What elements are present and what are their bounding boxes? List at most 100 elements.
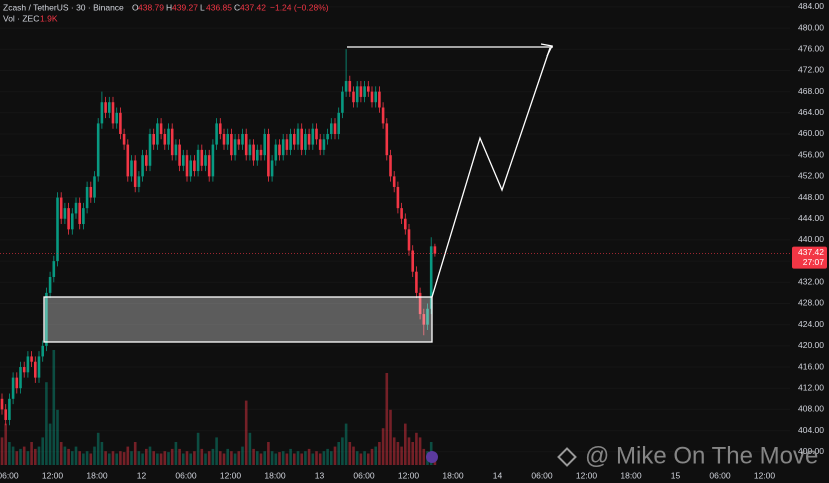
y-tick-label: 408.00: [798, 404, 824, 414]
x-tick-label: 15: [671, 470, 681, 480]
candle-body: [207, 155, 211, 177]
volume-bar: [311, 453, 315, 465]
candle-body: [378, 91, 381, 108]
volume-bar: [300, 453, 303, 465]
volume-bar: [82, 453, 85, 465]
candle-body: [318, 139, 322, 150]
volume-bar: [152, 451, 155, 465]
volume-bar: [111, 451, 115, 465]
legend-value: 436.85: [206, 2, 232, 12]
volume-bar: [126, 446, 130, 465]
candle-body: [163, 133, 167, 145]
candle-body: [100, 102, 104, 124]
volume-bar: [233, 453, 237, 465]
y-tick-label: 428.00: [798, 298, 824, 308]
candle-body: [352, 91, 355, 103]
x-tick-label: 18:00: [620, 470, 642, 480]
volume-bar: [396, 442, 400, 465]
volume-bar: [22, 446, 26, 465]
candle-body: [189, 160, 192, 177]
candle-body: [411, 250, 414, 272]
candle-body: [167, 128, 170, 145]
volume-bar: [304, 451, 307, 465]
candle-body: [370, 91, 374, 103]
candle-body: [219, 123, 222, 134]
volume-bar: [359, 453, 363, 465]
volume-bar: [215, 437, 218, 465]
volume-bar: [45, 382, 48, 465]
candle-body: [211, 144, 215, 177]
volume-last: 1.9K: [40, 13, 58, 23]
volume-bar: [189, 453, 192, 465]
volume-bar: [367, 453, 370, 465]
x-tick-label: 06:00: [353, 470, 375, 480]
candle-body: [322, 139, 326, 150]
volume-bar: [67, 448, 70, 465]
volume-bar: [285, 453, 289, 465]
candle-layer: [0, 49, 437, 426]
volume-bar: [219, 451, 222, 465]
volume-bar: [93, 446, 96, 465]
y-tick-label: 400.00: [798, 446, 824, 456]
candle-body: [63, 208, 67, 219]
candle-body: [215, 123, 218, 145]
volume-bar: [85, 451, 89, 465]
candle-body: [278, 144, 281, 156]
candle-body: [141, 155, 144, 177]
candle-body: [226, 133, 229, 145]
candle-body: [426, 308, 429, 325]
volume-bar: [11, 446, 15, 465]
candle-body: [85, 186, 89, 209]
volume-bar: [141, 453, 144, 465]
volume-bar: [422, 448, 426, 465]
logo-diamond: [557, 447, 577, 467]
volume-bar: [207, 451, 211, 465]
volume-bar: [344, 423, 348, 465]
legend-change: −1.24 (−0.28%): [270, 2, 329, 12]
x-tick-label: 12:00: [576, 470, 598, 480]
volume-bar: [200, 448, 204, 465]
candle-body: [315, 128, 318, 140]
volume-bar: [318, 453, 322, 465]
y-tick-label: 416.00: [798, 361, 824, 371]
legend-key: O: [132, 2, 139, 12]
candle-body: [348, 81, 352, 92]
y-tick-label: 448.00: [798, 192, 824, 202]
candle-body: [407, 229, 411, 251]
candle-body: [385, 123, 389, 156]
volume-bar: [156, 453, 159, 465]
volume-bar: [193, 451, 196, 465]
volume-bar: [322, 451, 326, 465]
candle-body: [404, 218, 407, 230]
volume-bar: [289, 448, 292, 465]
candle-body: [274, 144, 278, 161]
volume-bar: [56, 409, 59, 465]
volume-bar: [237, 451, 241, 465]
candle-body: [281, 139, 285, 156]
candle-body: [200, 149, 204, 166]
candle-body: [170, 128, 174, 156]
event-icon: [426, 451, 438, 463]
candle-body: [34, 361, 37, 378]
volume-bar: [96, 432, 100, 465]
candle-body: [108, 102, 111, 113]
candle-body: [130, 160, 133, 177]
candle-body: [233, 139, 237, 156]
volume-bar: [108, 453, 111, 465]
candle-body: [244, 133, 248, 156]
candle-body: [256, 149, 259, 161]
volume-bar: [296, 451, 300, 465]
candle-body: [359, 86, 363, 97]
candle-body: [330, 123, 333, 134]
volume-bar: [293, 453, 296, 465]
y-tick-label: 476.00: [798, 44, 824, 54]
candle-body: [429, 246, 433, 309]
volume-bar: [34, 448, 37, 465]
volume-bar: [404, 423, 407, 465]
candle-body: [337, 112, 340, 134]
candle-body: [270, 160, 274, 177]
volume-bar: [278, 452, 281, 465]
legend-value: 437.42: [240, 2, 266, 12]
